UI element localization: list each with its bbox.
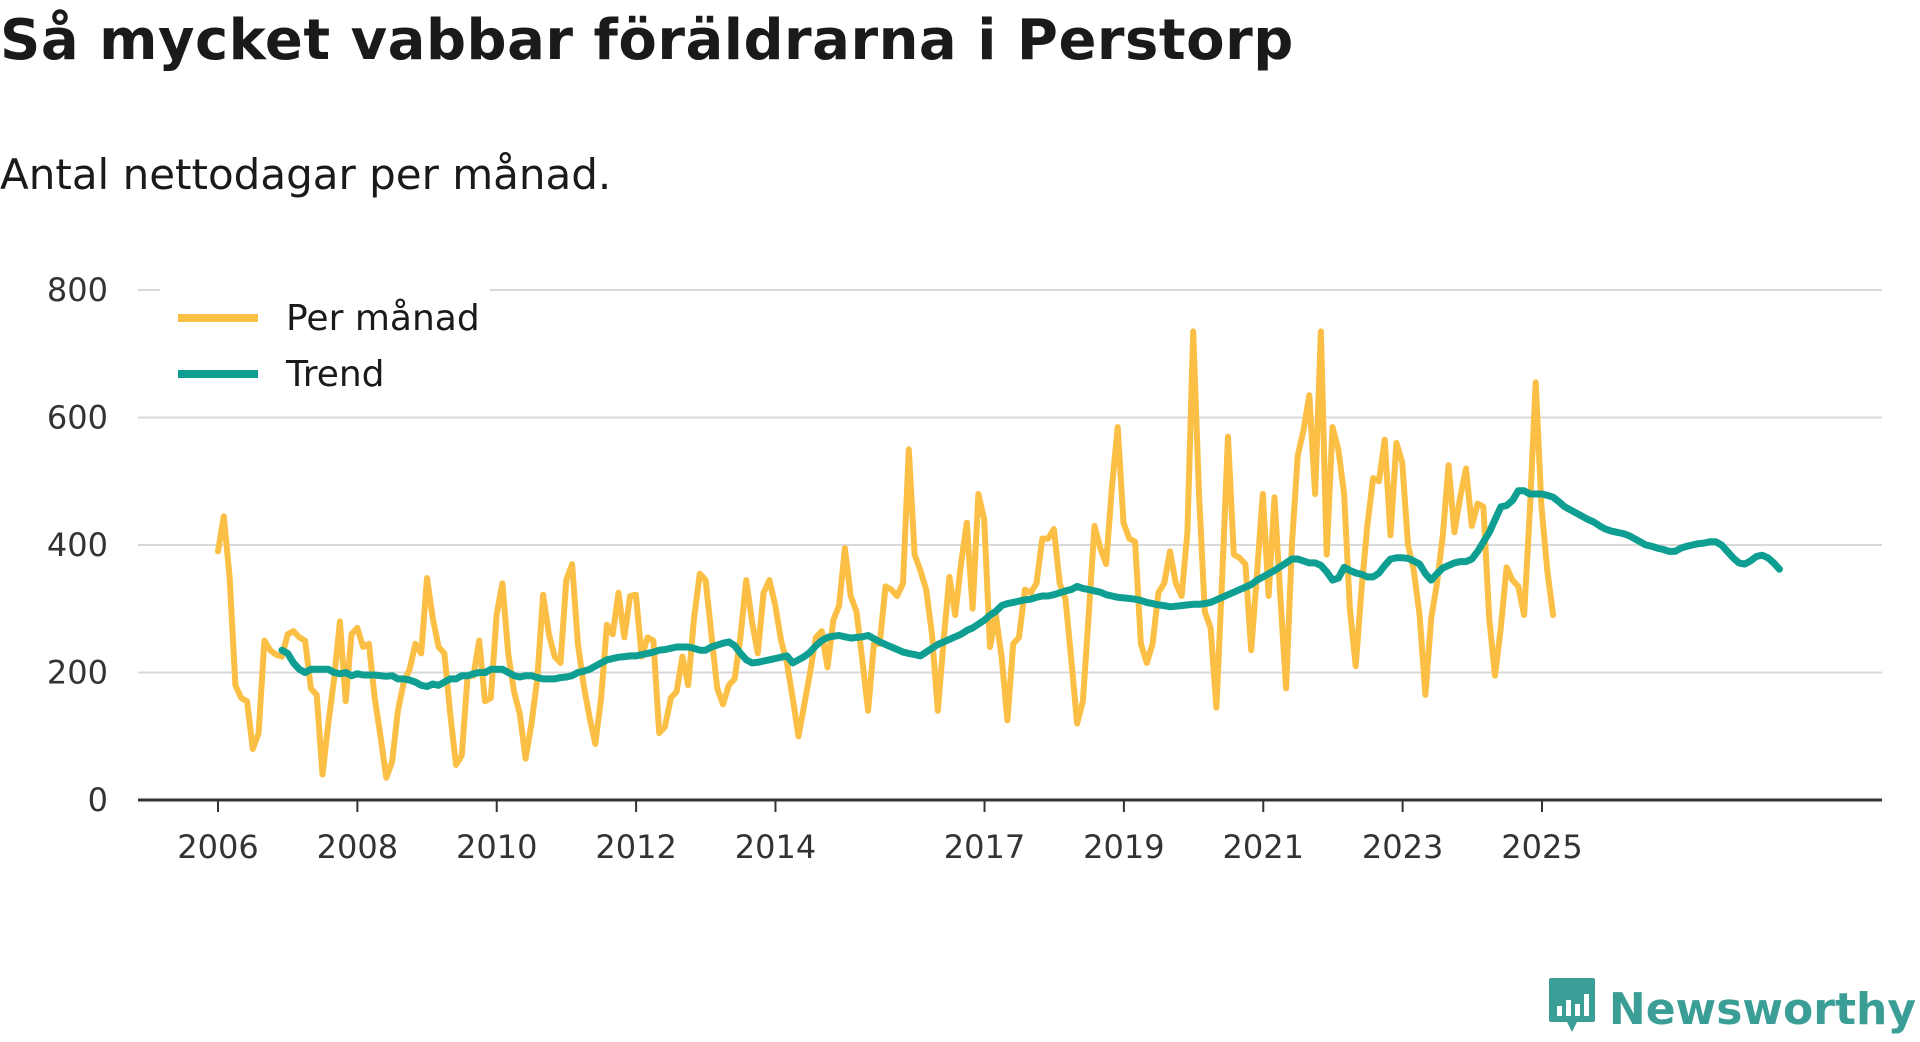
legend: Per månad Trend — [160, 282, 490, 412]
y-tick-label: 400 — [47, 526, 108, 564]
x-tick-label: 2023 — [1362, 828, 1443, 866]
x-axis: 2006 2008 2010 2012 2014 2017 2019 2021 2023 2025 — [177, 800, 1583, 866]
x-tick-label: 2006 — [177, 828, 258, 866]
x-tick-label: 2012 — [595, 828, 676, 866]
x-tick-label: 2008 — [317, 828, 398, 866]
y-tick-label: 800 — [47, 271, 108, 309]
y-axis: 0 200 400 600 800 — [47, 271, 108, 819]
x-tick-label: 2021 — [1223, 828, 1304, 866]
legend-label: Trend — [285, 354, 385, 395]
chart-subtitle: Antal nettodagar per månad. — [0, 150, 612, 199]
legend-label: Per månad — [286, 298, 480, 339]
x-tick-label: 2025 — [1501, 828, 1582, 866]
series-line-trend — [278, 487, 1783, 690]
chart-title: Så mycket vabbar föräldrarna i Perstorp — [0, 8, 1294, 73]
x-tick-label: 2010 — [456, 828, 537, 866]
y-tick-label: 0 — [88, 781, 108, 819]
y-tick-label: 600 — [47, 399, 108, 437]
newsworthy-logo-icon — [1547, 976, 1597, 1042]
brand-name: Newsworthy — [1608, 983, 1916, 1035]
x-tick-label: 2014 — [735, 828, 816, 866]
x-tick-label: 2019 — [1083, 828, 1164, 866]
y-tick-label: 200 — [47, 654, 108, 692]
series-group — [215, 328, 1783, 781]
series-line-per-manad — [215, 328, 1557, 781]
brand-logo: Newsworthy — [1547, 976, 1916, 1042]
x-tick-label: 2017 — [944, 828, 1025, 866]
legend-background — [160, 282, 490, 412]
